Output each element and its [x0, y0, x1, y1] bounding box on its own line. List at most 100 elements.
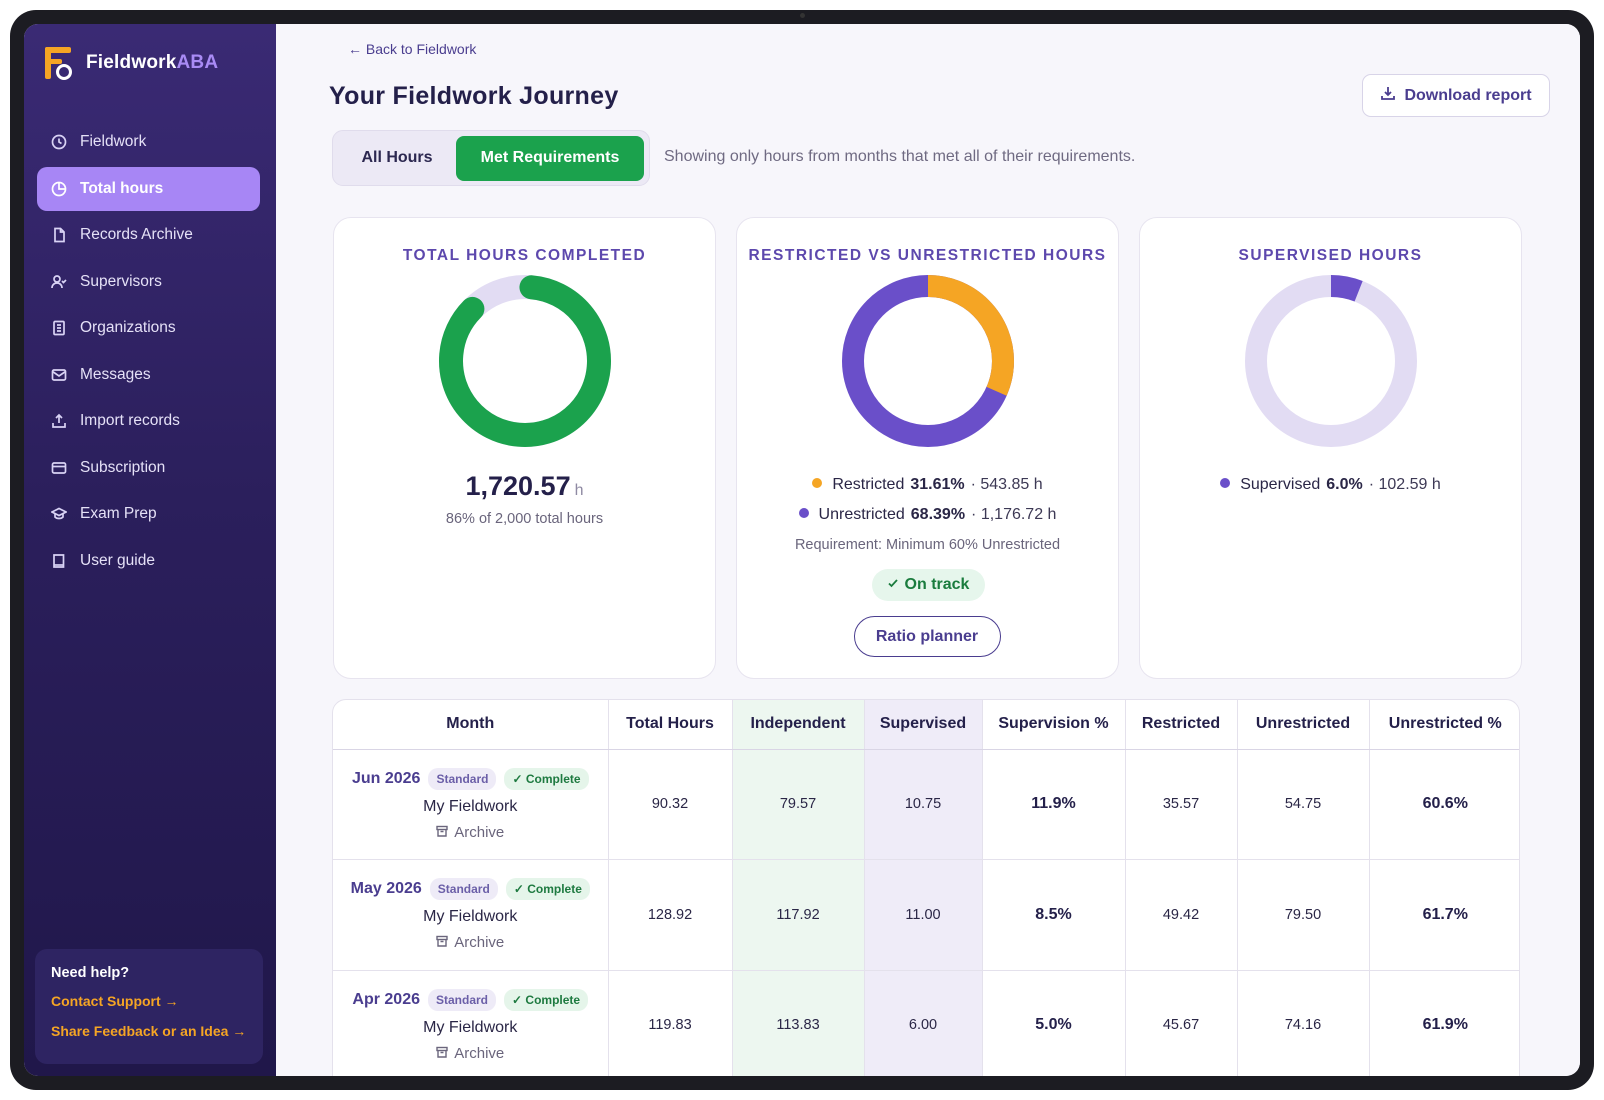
table-row: Jun 2026 Standard ✓ Complete My Fieldwor… [333, 749, 1519, 860]
independent-cell: 79.57 [732, 749, 865, 860]
column-header-unrestricted[interactable]: Unrestricted [1237, 700, 1370, 750]
unrestricted-percent: 68.39% [910, 506, 966, 523]
column-header-independent[interactable]: Independent [732, 700, 865, 750]
restricted-card: RESTRICTED VS UNRESTRICTED HOURS Restric… [736, 217, 1119, 679]
device-frame: FieldworkABA Fieldwork Total hours Recor… [10, 10, 1594, 1090]
unrestricted-cell: 79.50 [1237, 859, 1370, 971]
archive-button[interactable]: Archive [436, 934, 504, 951]
back-link[interactable]: ← Back to Fieldwork [348, 41, 477, 57]
column-header-restricted[interactable]: Restricted [1125, 700, 1238, 750]
all-hours-button[interactable]: All Hours [361, 149, 433, 166]
archive-label: Archive [454, 934, 505, 952]
sidebar-item-user-guide[interactable]: User guide [37, 539, 260, 583]
standard-badge: Standard [428, 767, 497, 790]
help-title: Need help? [51, 965, 130, 981]
restricted-donut [841, 275, 1014, 447]
archive-icon [436, 1045, 448, 1062]
sidebar-item-supervisors[interactable]: Supervisors [37, 260, 260, 304]
donut-supervised-segment [1244, 275, 1417, 447]
book-icon [51, 553, 67, 569]
column-header-total-hours[interactable]: Total Hours [608, 700, 733, 750]
supervised-donut [1244, 275, 1417, 447]
file-icon [51, 227, 67, 243]
supervised-cell: 11.00 [864, 859, 983, 971]
supervised-cell: 10.75 [864, 749, 983, 860]
sidebar-item-messages[interactable]: Messages [37, 353, 260, 397]
month-cell: Apr 2026 Standard ✓ Complete My Fieldwor… [333, 970, 609, 1076]
table-header-row: Month Total Hours Independent Supervised… [333, 700, 1519, 750]
unrestricted-cell: 54.75 [1237, 749, 1370, 860]
sidebar-item-subscription[interactable]: Subscription [37, 446, 260, 490]
page-title: Your Fieldwork Journey [329, 82, 619, 110]
sidebar-item-fieldwork[interactable]: Fieldwork [37, 120, 260, 164]
upload-icon [51, 413, 67, 429]
main-content: ← Back to Fieldwork Your Fieldwork Journ… [276, 24, 1580, 1076]
user-check-icon [51, 274, 67, 290]
purple-dot-icon [1220, 478, 1231, 488]
clock-icon [51, 134, 67, 150]
sidebar-item-label: Import records [80, 412, 180, 429]
total-hours-cell: 128.92 [608, 859, 733, 971]
supervision-pct-cell: 5.0% [982, 970, 1126, 1076]
unrestricted-pct-cell: 60.6% [1369, 749, 1519, 860]
archive-button[interactable]: Archive [436, 1045, 504, 1062]
card-title: RESTRICTED VS UNRESTRICTED HOURS [748, 247, 1107, 264]
unrestricted-legend: Unrestricted 68.39% · 1,176.72 h [737, 506, 1118, 524]
card-title: SUPERVISED HOURS [1238, 247, 1423, 264]
sidebar-item-label: User guide [80, 551, 155, 569]
share-feedback-link[interactable]: Share Feedback or an Idea → [51, 1023, 247, 1039]
standard-badge: Standard [428, 988, 497, 1011]
mail-icon [51, 367, 67, 383]
column-header-unrestricted-pct[interactable]: Unrestricted % [1369, 700, 1519, 750]
brand[interactable]: FieldworkABA [44, 46, 218, 80]
archive-button[interactable]: Archive [436, 824, 504, 841]
ratio-planner-button[interactable]: Ratio planner [853, 616, 1001, 657]
contact-support-link[interactable]: Contact Support → [51, 993, 179, 1009]
organization-name: My Fieldwork [423, 797, 518, 815]
supervision-pct-cell: 8.5% [982, 859, 1126, 971]
restricted-hours: · 543.85 h [970, 476, 1043, 493]
archive-icon [436, 824, 448, 841]
brand-name: FieldworkABA [86, 52, 218, 74]
restricted-cell: 49.42 [1125, 859, 1238, 971]
total-hours-unit: h [574, 482, 584, 499]
sidebar-item-exam-prep[interactable]: Exam Prep [37, 492, 260, 536]
total-hours-cell: 90.32 [608, 749, 733, 860]
met-requirements-button[interactable]: Met Requirements [456, 135, 644, 181]
supervision-pct-cell: 11.9% [982, 749, 1126, 860]
column-header-supervision-pct[interactable]: Supervision % [982, 700, 1126, 750]
unrestricted-pct-cell: 61.9% [1369, 970, 1519, 1076]
donut-restricted-segment [841, 275, 1014, 447]
help-box: Need help? Contact Support → Share Feedb… [35, 949, 263, 1064]
total-hours-value-row: 1,720.57 h [334, 471, 715, 502]
download-report-button[interactable]: Download report [1362, 74, 1550, 117]
orange-dot-icon [812, 478, 823, 488]
supervised-hours: · 102.59 h [1368, 476, 1441, 493]
supervised-percent: 6.0% [1326, 476, 1363, 493]
credit-card-icon [51, 460, 67, 476]
sidebar-item-total-hours[interactable]: Total hours [37, 166, 260, 211]
organization-name: My Fieldwork [423, 1018, 518, 1036]
filter-description: Showing only hours from months that met … [664, 148, 1136, 165]
supervised-card: SUPERVISED HOURS Supervised 6.0% · 102.59 … [1139, 217, 1522, 679]
sidebar-item-organizations[interactable]: Organizations [37, 306, 260, 350]
archive-label: Archive [454, 1044, 505, 1062]
column-header-month[interactable]: Month [333, 700, 609, 750]
month-name[interactable]: Jun 2026 [351, 769, 421, 787]
supervised-label: Supervised [1240, 476, 1321, 493]
sidebar-item-records-archive[interactable]: Records Archive [37, 213, 260, 257]
sidebar-item-import-records[interactable]: Import records [37, 399, 260, 443]
column-header-supervised[interactable]: Supervised [864, 700, 983, 750]
month-name[interactable]: May 2026 [350, 880, 422, 898]
sidebar-item-label: Messages [80, 365, 151, 383]
on-track-label: On track [904, 576, 970, 593]
restricted-cell: 35.57 [1125, 749, 1238, 860]
app-screen: FieldworkABA Fieldwork Total hours Recor… [24, 24, 1580, 1076]
unrestricted-label: Unrestricted [818, 506, 905, 523]
month-name[interactable]: Apr 2026 [352, 990, 420, 1008]
building-icon [51, 320, 67, 336]
month-cell: May 2026 Standard ✓ Complete My Fieldwor… [333, 859, 609, 971]
table-row: Apr 2026 Standard ✓ Complete My Fieldwor… [333, 970, 1519, 1076]
purple-dot-icon [798, 508, 809, 518]
sidebar-item-label: Organizations [80, 319, 176, 336]
